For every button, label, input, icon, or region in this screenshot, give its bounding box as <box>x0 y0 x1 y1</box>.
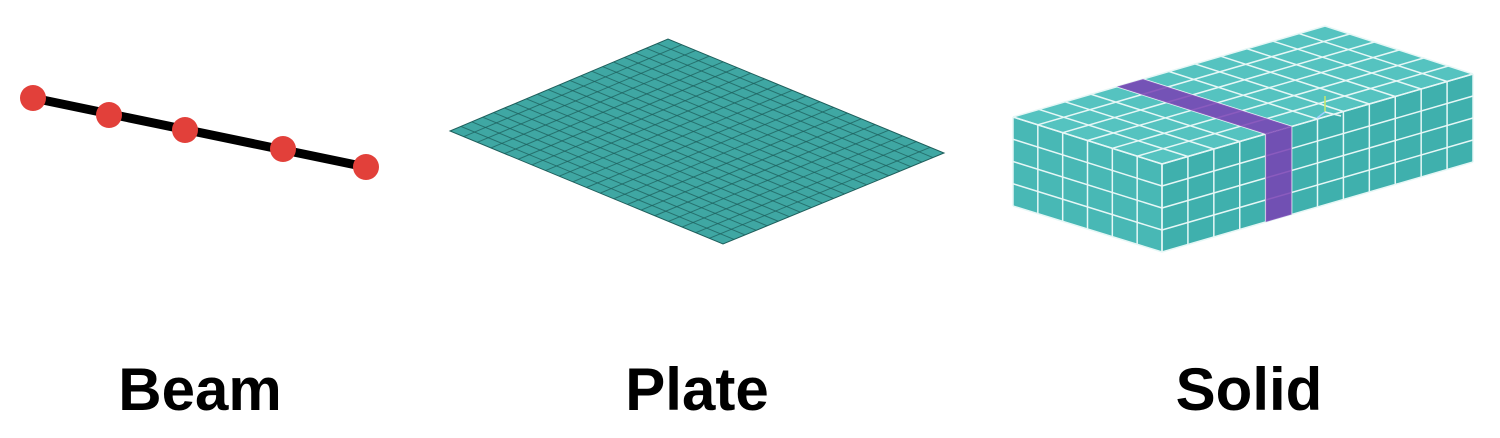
plate-grid-line <box>580 75 856 190</box>
plate-grid-line <box>591 70 867 186</box>
plate-grid-line <box>602 66 878 181</box>
solid-grid-line <box>1161 73 1474 165</box>
solid-grid-line <box>1012 116 1163 165</box>
beam-node-3 <box>172 117 198 143</box>
plate-grid-line <box>646 47 923 163</box>
solid-grid-line <box>1087 49 1400 142</box>
plate-grid-line <box>695 141 917 234</box>
plate-grid-line <box>586 95 807 188</box>
plate-grid-line <box>613 61 889 177</box>
highlight-side-strip <box>1265 126 1292 222</box>
plate-grid-line <box>709 146 931 239</box>
beam-node-2 <box>96 102 122 128</box>
plate-grid-line <box>569 79 845 195</box>
highlight-top-strip <box>1117 79 1292 134</box>
solid-grid-line <box>1161 161 1474 253</box>
beam-nodes <box>20 85 379 180</box>
beam-element-figure <box>20 85 379 180</box>
plate-grid-line <box>624 56 900 172</box>
plate-grid-line <box>635 52 912 168</box>
beam-node-4 <box>270 136 296 162</box>
plate-caption: Plate <box>625 356 769 423</box>
plate-element-figure <box>448 38 946 245</box>
solid-grid-line <box>1012 205 1163 253</box>
solid-grid-line <box>1012 25 1326 118</box>
solid-grid-line <box>1161 117 1474 209</box>
plate-grid-line <box>613 106 834 200</box>
beam-line <box>28 93 371 172</box>
plate-grid-line <box>640 118 862 211</box>
plate-grid-line <box>627 112 848 205</box>
solid-grid-line <box>1136 65 1449 157</box>
plate-grid-line <box>656 43 934 159</box>
triad-x-axis <box>1324 111 1342 117</box>
solid-grid-line <box>1012 138 1163 187</box>
beam-node-5 <box>353 154 379 180</box>
solid-highlighted-element-slice <box>1117 79 1292 222</box>
beam-caption: Beam <box>118 356 282 423</box>
solid-grid-line <box>1161 95 1474 187</box>
plate-grid-line <box>668 129 889 222</box>
triad-z-axis <box>1316 111 1326 119</box>
plate-grid-line <box>654 124 876 217</box>
coordinate-triad-icon <box>1316 96 1342 119</box>
solid-grid-line <box>1062 41 1375 134</box>
solid-grid-line <box>1037 33 1350 126</box>
beam-node-1 <box>20 85 46 111</box>
plate-grid-line <box>681 135 903 228</box>
solid-grid-line <box>1012 160 1163 209</box>
plate-grid-line <box>599 101 820 194</box>
solid-element-figure <box>1012 25 1474 253</box>
solid-grid-line <box>1112 57 1424 150</box>
solid-grid-line <box>1012 183 1163 231</box>
solid-caption: Solid <box>1175 356 1323 423</box>
solid-grid-line <box>1161 139 1474 231</box>
solid-mesh-grid <box>1012 25 1474 253</box>
plate-mesh-grid <box>460 43 934 240</box>
